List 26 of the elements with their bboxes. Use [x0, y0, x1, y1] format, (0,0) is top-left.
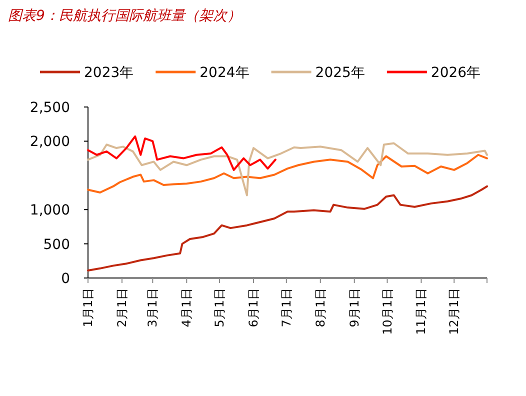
x-tick-label: 2月1日	[114, 288, 129, 328]
x-tick-label: 10月1日	[380, 288, 394, 335]
x-tick-label: 3月1日	[146, 288, 160, 328]
x-tick-label: 8月1日	[313, 288, 328, 328]
x-tick-label: 12月1日	[447, 288, 462, 335]
legend-label: 2024年	[200, 65, 250, 81]
line-series	[87, 185, 488, 272]
x-tick-label: 5月1日	[212, 288, 227, 328]
line-series	[87, 154, 488, 194]
legend-label: 2023年	[84, 65, 134, 81]
x-tick-label: 7月1日	[279, 288, 294, 328]
legend-label: 2026年	[430, 65, 481, 81]
x-tick-label: 1月1日	[81, 288, 95, 328]
y-tick-label: 2,500	[30, 100, 70, 116]
y-tick-label: 500	[43, 236, 70, 253]
x-tick-label: 6月1日	[246, 288, 261, 328]
line-series	[87, 142, 488, 196]
chart-title: 图表9：民航执行国际航班量（架次）	[8, 8, 241, 24]
x-tick-label: 9月1日	[347, 288, 362, 328]
y-tick-label: 2,000	[30, 134, 70, 150]
line-series	[87, 135, 276, 171]
x-tick-label: 4月1日	[180, 288, 194, 328]
x-tick-label: 11月1日	[414, 288, 428, 335]
legend-label: 2025年	[315, 65, 365, 81]
y-tick-label: 0	[61, 271, 70, 287]
y-tick-label: 1,000	[30, 202, 70, 219]
